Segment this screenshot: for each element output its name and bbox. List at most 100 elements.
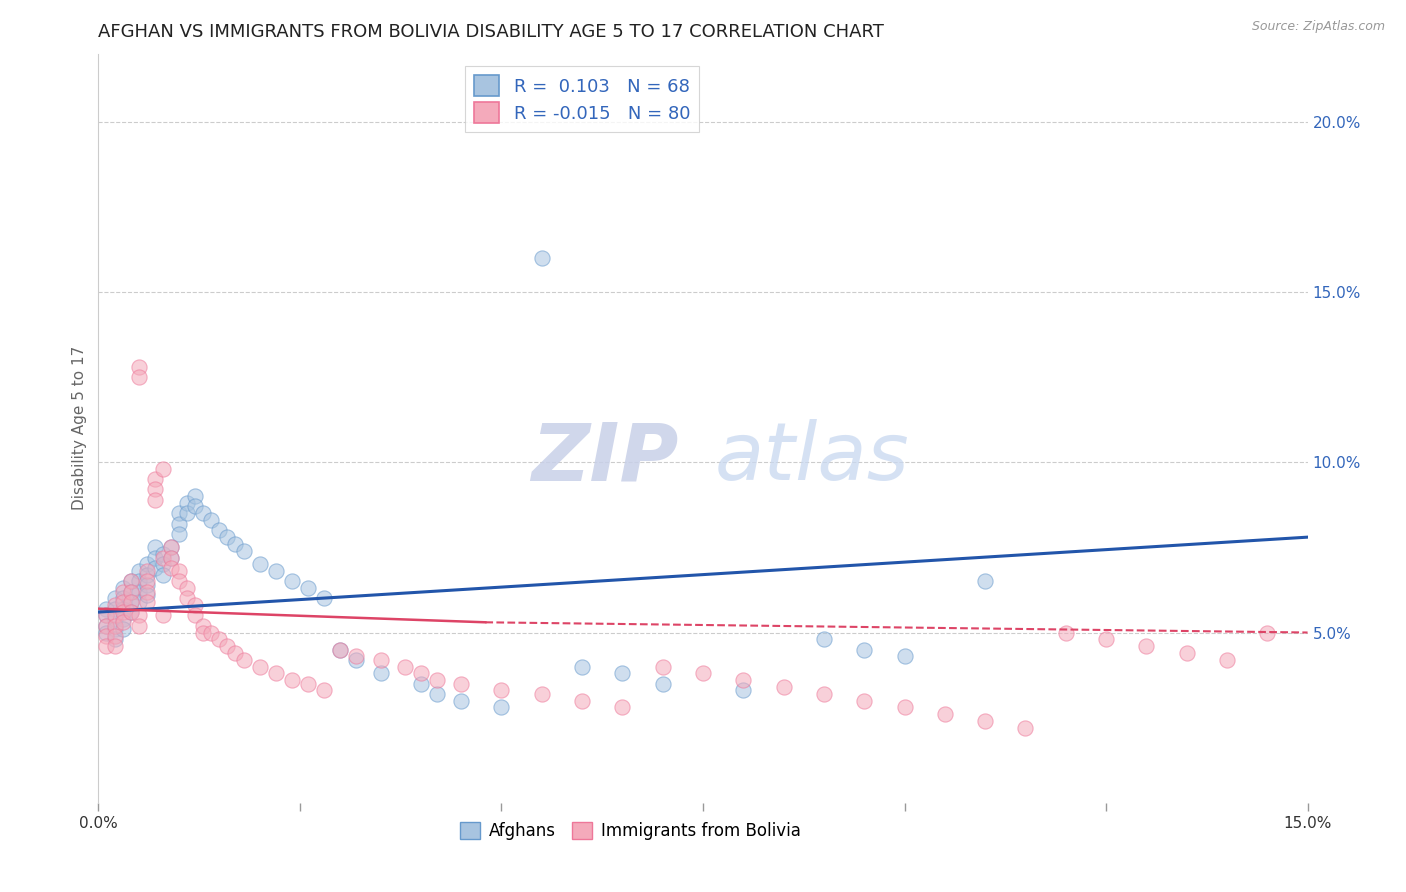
Afghans	[128, 584, 150, 599]
Afghans	[96, 625, 118, 640]
Immigrants from Bolivia	[103, 639, 125, 653]
Afghans	[135, 558, 157, 572]
Immigrants from Bolivia	[167, 564, 190, 578]
Immigrants from Bolivia	[264, 666, 287, 681]
Immigrants from Bolivia	[1014, 721, 1036, 735]
Afghans	[571, 659, 593, 673]
Immigrants from Bolivia	[314, 683, 336, 698]
Afghans	[281, 574, 304, 589]
Text: ZIP: ZIP	[531, 419, 679, 497]
Immigrants from Bolivia	[143, 483, 166, 497]
Afghans	[135, 567, 157, 582]
Legend: Afghans, Immigrants from Bolivia: Afghans, Immigrants from Bolivia	[454, 815, 807, 847]
Afghans	[120, 595, 142, 609]
Afghans	[329, 642, 352, 657]
Immigrants from Bolivia	[111, 615, 134, 630]
Afghans	[152, 558, 174, 572]
Immigrants from Bolivia	[491, 683, 513, 698]
Afghans	[111, 581, 134, 595]
Immigrants from Bolivia	[128, 370, 150, 384]
Immigrants from Bolivia	[200, 625, 222, 640]
Afghans	[103, 601, 125, 615]
Afghans	[208, 524, 231, 538]
Immigrants from Bolivia	[96, 608, 118, 623]
Afghans	[450, 693, 472, 707]
Afghans	[103, 612, 125, 626]
Afghans	[893, 649, 915, 664]
Afghans	[96, 608, 118, 623]
Immigrants from Bolivia	[143, 472, 166, 486]
Afghans	[120, 584, 142, 599]
Immigrants from Bolivia	[1175, 646, 1198, 660]
Afghans	[530, 251, 553, 265]
Immigrants from Bolivia	[120, 584, 142, 599]
Immigrants from Bolivia	[103, 629, 125, 643]
Afghans	[143, 561, 166, 575]
Immigrants from Bolivia	[143, 492, 166, 507]
Immigrants from Bolivia	[152, 462, 174, 476]
Afghans	[120, 574, 142, 589]
Afghans	[111, 612, 134, 626]
Immigrants from Bolivia	[176, 581, 198, 595]
Afghans	[120, 605, 142, 619]
Immigrants from Bolivia	[297, 676, 319, 690]
Afghans	[128, 574, 150, 589]
Afghans	[176, 496, 198, 510]
Immigrants from Bolivia	[208, 632, 231, 647]
Immigrants from Bolivia	[128, 608, 150, 623]
Immigrants from Bolivia	[974, 714, 997, 728]
Immigrants from Bolivia	[120, 595, 142, 609]
Immigrants from Bolivia	[893, 700, 915, 714]
Afghans	[167, 506, 190, 520]
Afghans	[143, 541, 166, 555]
Afghans	[651, 676, 673, 690]
Immigrants from Bolivia	[612, 700, 634, 714]
Immigrants from Bolivia	[530, 687, 553, 701]
Afghans	[135, 578, 157, 592]
Immigrants from Bolivia	[733, 673, 755, 688]
Immigrants from Bolivia	[934, 707, 956, 722]
Immigrants from Bolivia	[184, 608, 207, 623]
Immigrants from Bolivia	[813, 687, 835, 701]
Immigrants from Bolivia	[128, 618, 150, 632]
Immigrants from Bolivia	[135, 564, 157, 578]
Immigrants from Bolivia	[184, 599, 207, 613]
Immigrants from Bolivia	[1216, 653, 1239, 667]
Immigrants from Bolivia	[409, 666, 432, 681]
Afghans	[491, 700, 513, 714]
Afghans	[111, 601, 134, 615]
Immigrants from Bolivia	[167, 574, 190, 589]
Immigrants from Bolivia	[651, 659, 673, 673]
Immigrants from Bolivia	[160, 561, 183, 575]
Afghans	[813, 632, 835, 647]
Immigrants from Bolivia	[232, 653, 254, 667]
Immigrants from Bolivia	[111, 584, 134, 599]
Afghans	[314, 591, 336, 606]
Immigrants from Bolivia	[853, 693, 876, 707]
Immigrants from Bolivia	[176, 591, 198, 606]
Afghans	[167, 516, 190, 531]
Afghans	[128, 564, 150, 578]
Immigrants from Bolivia	[135, 584, 157, 599]
Immigrants from Bolivia	[152, 550, 174, 565]
Afghans	[160, 550, 183, 565]
Afghans	[111, 591, 134, 606]
Afghans	[426, 687, 449, 701]
Immigrants from Bolivia	[329, 642, 352, 657]
Immigrants from Bolivia	[135, 595, 157, 609]
Immigrants from Bolivia	[281, 673, 304, 688]
Immigrants from Bolivia	[692, 666, 714, 681]
Afghans	[152, 547, 174, 561]
Afghans	[733, 683, 755, 698]
Afghans	[297, 581, 319, 595]
Afghans	[103, 591, 125, 606]
Text: atlas: atlas	[716, 419, 910, 497]
Immigrants from Bolivia	[193, 625, 215, 640]
Immigrants from Bolivia	[111, 605, 134, 619]
Immigrants from Bolivia	[450, 676, 472, 690]
Afghans	[264, 564, 287, 578]
Immigrants from Bolivia	[394, 659, 416, 673]
Afghans	[103, 632, 125, 647]
Immigrants from Bolivia	[772, 680, 794, 694]
Immigrants from Bolivia	[103, 618, 125, 632]
